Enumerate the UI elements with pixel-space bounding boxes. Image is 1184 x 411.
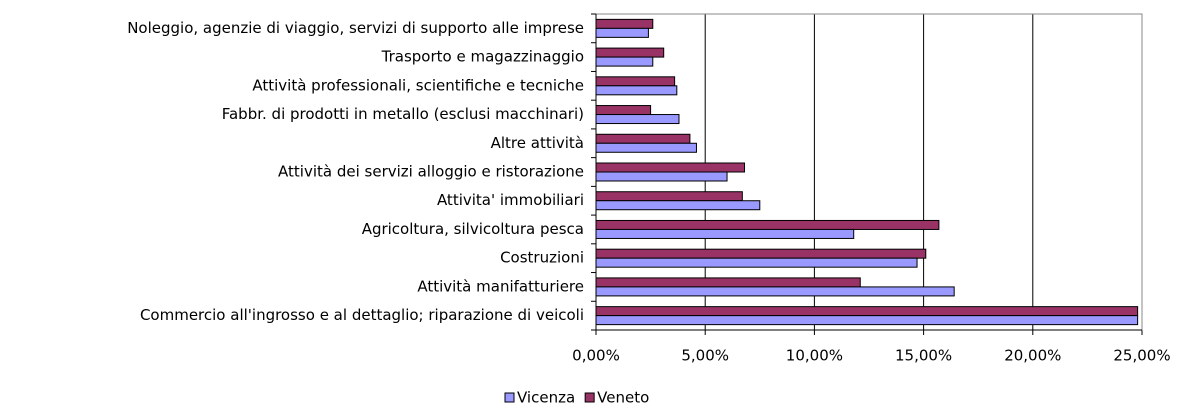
legend-label: Veneto — [597, 389, 649, 407]
bar — [595, 306, 1139, 317]
y-tick-label: Trasporto e magazzinaggio — [381, 48, 584, 66]
y-tick-label: Attività dei servizi alloggio e ristoraz… — [278, 163, 584, 181]
bar — [595, 76, 676, 87]
y-tick-label: Noleggio, agenzie di viaggio, servizi di… — [127, 19, 584, 37]
bar — [595, 257, 918, 268]
y-tick-label: Altre attività — [491, 134, 584, 152]
x-tick-label: 10,00% — [786, 347, 843, 365]
y-tick-label: Fabbr. di prodotti in metallo (esclusi m… — [222, 105, 584, 123]
bar — [595, 200, 761, 211]
bar — [595, 47, 665, 58]
bar — [595, 171, 728, 182]
y-tick-label: Attività professionali, scientifiche e t… — [252, 76, 584, 94]
bar — [595, 56, 654, 67]
bar — [595, 228, 855, 239]
bar — [595, 162, 746, 173]
bar — [595, 286, 955, 297]
bar — [595, 277, 861, 288]
x-tick-label: 5,00% — [681, 347, 729, 365]
y-tick-label: Commercio all'ingrosso e al dettaglio; r… — [140, 306, 584, 324]
y-tick-label: Agricoltura, silvicoltura pesca — [362, 220, 584, 238]
bar — [595, 133, 691, 144]
x-tick-label: 20,00% — [1004, 347, 1061, 365]
bar — [595, 105, 652, 116]
bar — [595, 27, 649, 38]
x-tick-label: 25,00% — [1113, 347, 1170, 365]
legend-label: Vicenza — [517, 389, 575, 407]
bar — [595, 85, 678, 96]
legend-swatch — [584, 392, 595, 403]
legend-swatch — [504, 392, 515, 403]
x-tick-label: 0,00% — [572, 347, 620, 365]
bar — [595, 18, 654, 29]
y-tick-label: Attività manifatturiere — [417, 277, 584, 295]
bar — [595, 114, 680, 125]
y-tick-label: Attivita' immobiliari — [437, 191, 584, 209]
y-tick-label: Costruzioni — [500, 249, 584, 267]
bar — [595, 315, 1139, 326]
bar — [595, 142, 697, 153]
bar — [595, 248, 927, 259]
bar — [595, 219, 940, 230]
bar — [595, 191, 743, 202]
x-tick-label: 15,00% — [895, 347, 952, 365]
